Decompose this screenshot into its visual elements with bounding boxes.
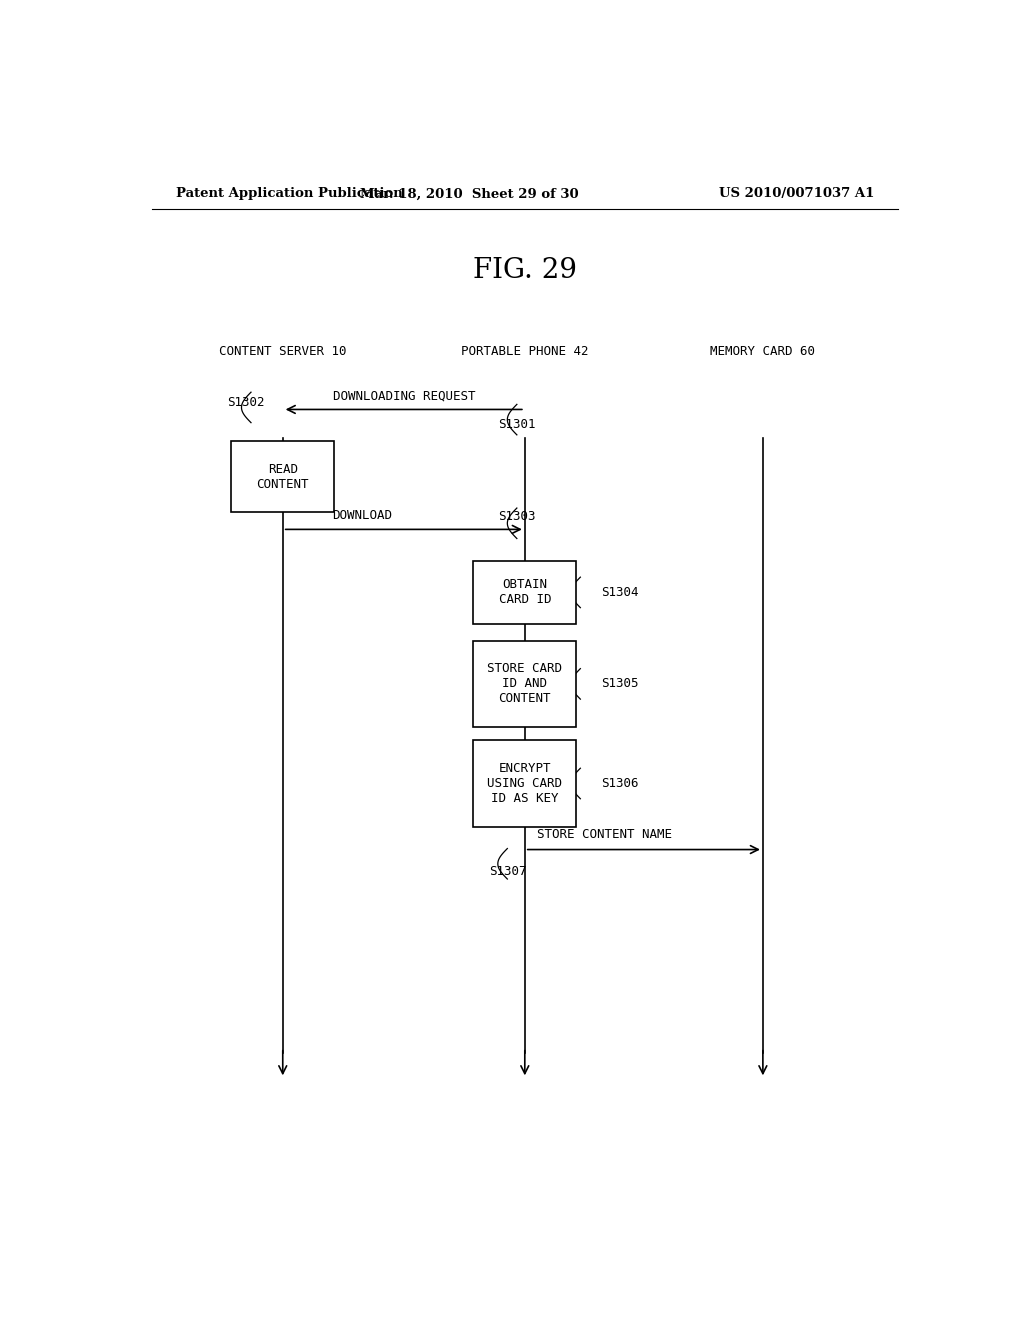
Text: S1307: S1307: [489, 866, 526, 878]
Text: S1301: S1301: [498, 418, 536, 432]
Bar: [231, 441, 334, 512]
Text: PORTABLE PHONE 42: PORTABLE PHONE 42: [461, 345, 589, 358]
Text: US 2010/0071037 A1: US 2010/0071037 A1: [719, 187, 873, 201]
Text: MEMORY CARD 60: MEMORY CARD 60: [711, 345, 815, 358]
Text: S1304: S1304: [601, 586, 639, 599]
Text: DOWNLOAD: DOWNLOAD: [332, 510, 392, 523]
Text: Mar. 18, 2010  Sheet 29 of 30: Mar. 18, 2010 Sheet 29 of 30: [359, 187, 579, 201]
Text: OBTAIN
CARD ID: OBTAIN CARD ID: [499, 578, 551, 606]
Text: STORE CARD
ID AND
CONTENT: STORE CARD ID AND CONTENT: [487, 663, 562, 705]
Text: ENCRYPT
USING CARD
ID AS KEY: ENCRYPT USING CARD ID AS KEY: [487, 762, 562, 805]
Text: Patent Application Publication: Patent Application Publication: [176, 187, 402, 201]
Bar: [473, 741, 577, 826]
Text: CONTENT SERVER 10: CONTENT SERVER 10: [219, 345, 346, 358]
Text: DOWNLOADING REQUEST: DOWNLOADING REQUEST: [333, 389, 475, 403]
Bar: [473, 561, 577, 624]
Text: S1302: S1302: [227, 396, 264, 409]
Text: FIG. 29: FIG. 29: [473, 256, 577, 284]
Text: S1303: S1303: [498, 510, 536, 523]
Text: S1305: S1305: [601, 677, 639, 690]
Bar: [473, 640, 577, 727]
Text: READ
CONTENT: READ CONTENT: [256, 462, 309, 491]
Text: STORE CONTENT NAME: STORE CONTENT NAME: [537, 829, 672, 841]
Text: S1306: S1306: [601, 777, 639, 789]
